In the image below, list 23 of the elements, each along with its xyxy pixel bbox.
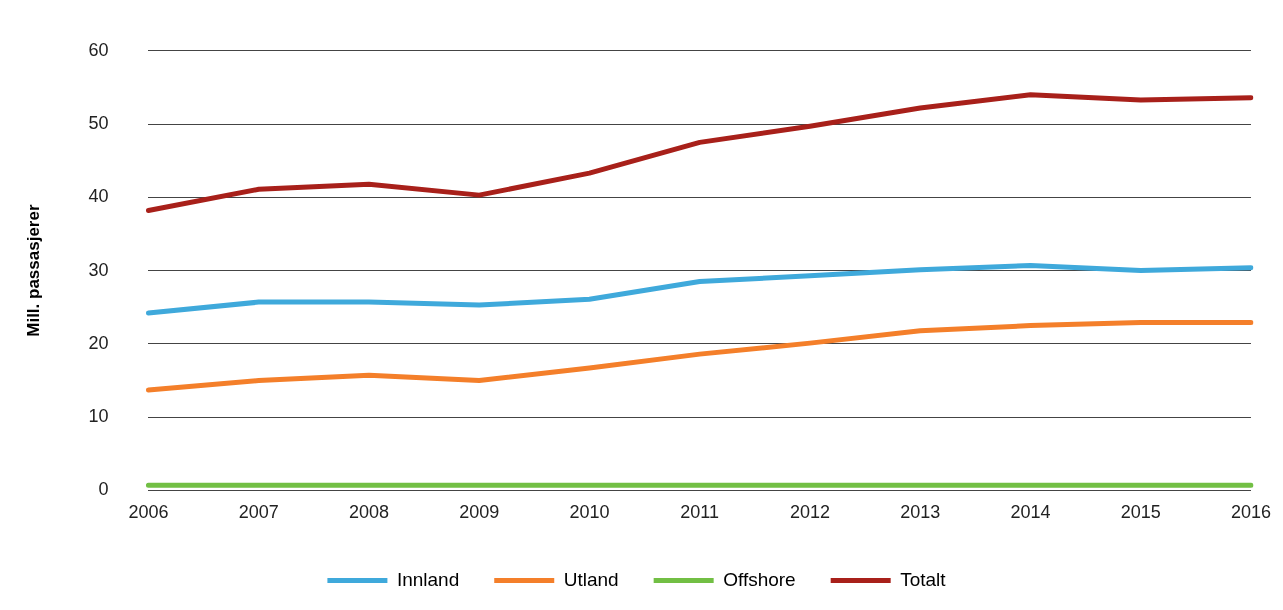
x-tick-label: 2011 bbox=[680, 502, 720, 523]
y-tick-label: 0 bbox=[98, 479, 109, 500]
legend-label: Totalt bbox=[900, 568, 947, 590]
y-tick-label: 20 bbox=[88, 332, 109, 353]
legend-label: Utland bbox=[563, 568, 619, 590]
x-tick-label: 2013 bbox=[900, 502, 941, 523]
y-tick-label: 60 bbox=[88, 39, 109, 60]
x-tick-label: 2010 bbox=[569, 502, 610, 523]
x-tick-label: 2006 bbox=[128, 502, 169, 523]
legend-label: Offshore bbox=[723, 568, 796, 590]
x-tick-label: 2014 bbox=[1010, 502, 1051, 523]
x-tick-label: 2015 bbox=[1120, 502, 1161, 523]
y-tick-label: 50 bbox=[88, 113, 109, 134]
y-axis-title: Mill. passasjerer bbox=[23, 204, 43, 337]
y-tick-label: 40 bbox=[88, 186, 109, 207]
y-tick-label: 30 bbox=[88, 259, 109, 280]
y-tick-label: 10 bbox=[88, 406, 109, 427]
x-tick-label: 2008 bbox=[348, 502, 389, 523]
legend-label: Innland bbox=[396, 568, 460, 590]
x-tick-label: 2007 bbox=[238, 502, 279, 523]
x-tick-label: 2012 bbox=[789, 502, 830, 523]
x-tick-label: 2009 bbox=[459, 502, 500, 523]
x-tick-label: 2016 bbox=[1230, 502, 1271, 523]
